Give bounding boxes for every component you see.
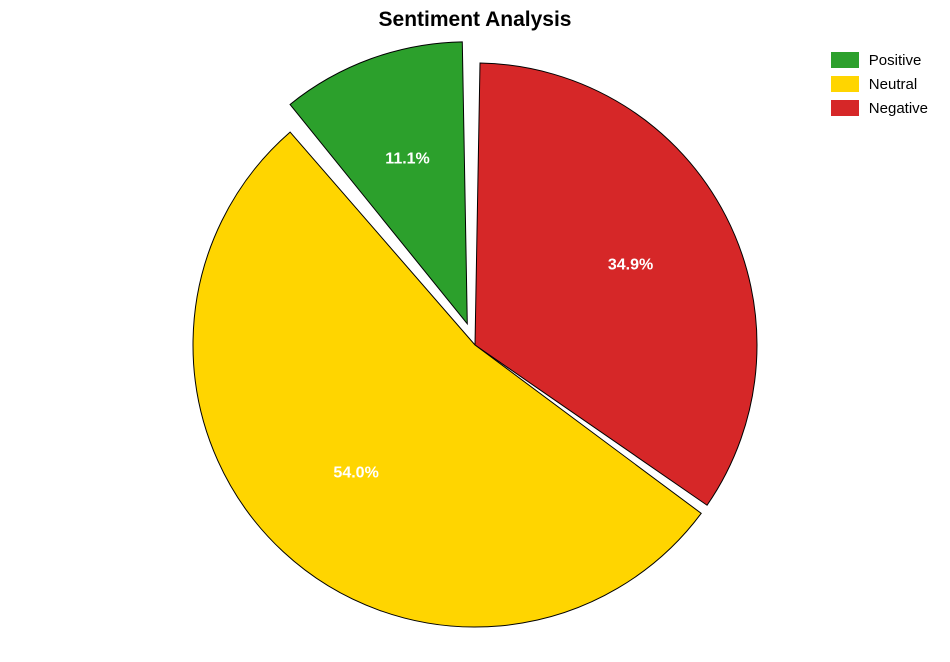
slice-label-neutral: 54.0% [333, 464, 378, 481]
pie-svg: 34.9% 54.0% 11.1% [0, 0, 950, 662]
legend-swatch [831, 52, 859, 68]
slice-label-positive: 11.1% [385, 151, 429, 168]
legend-label: Neutral [869, 76, 917, 93]
legend-label: Negative [869, 100, 928, 117]
legend-label: Positive [869, 52, 922, 69]
legend-item-positive: Positive [831, 48, 928, 72]
legend-item-negative: Negative [831, 96, 928, 120]
slice-label-negative: 34.9% [608, 256, 653, 273]
legend-swatch [831, 76, 859, 92]
legend: Positive Neutral Negative [831, 48, 928, 120]
sentiment-pie-chart: Sentiment Analysis 34.9%54.0%11.1% Posit… [0, 0, 950, 662]
legend-swatch [831, 100, 859, 116]
legend-item-neutral: Neutral [831, 72, 928, 96]
